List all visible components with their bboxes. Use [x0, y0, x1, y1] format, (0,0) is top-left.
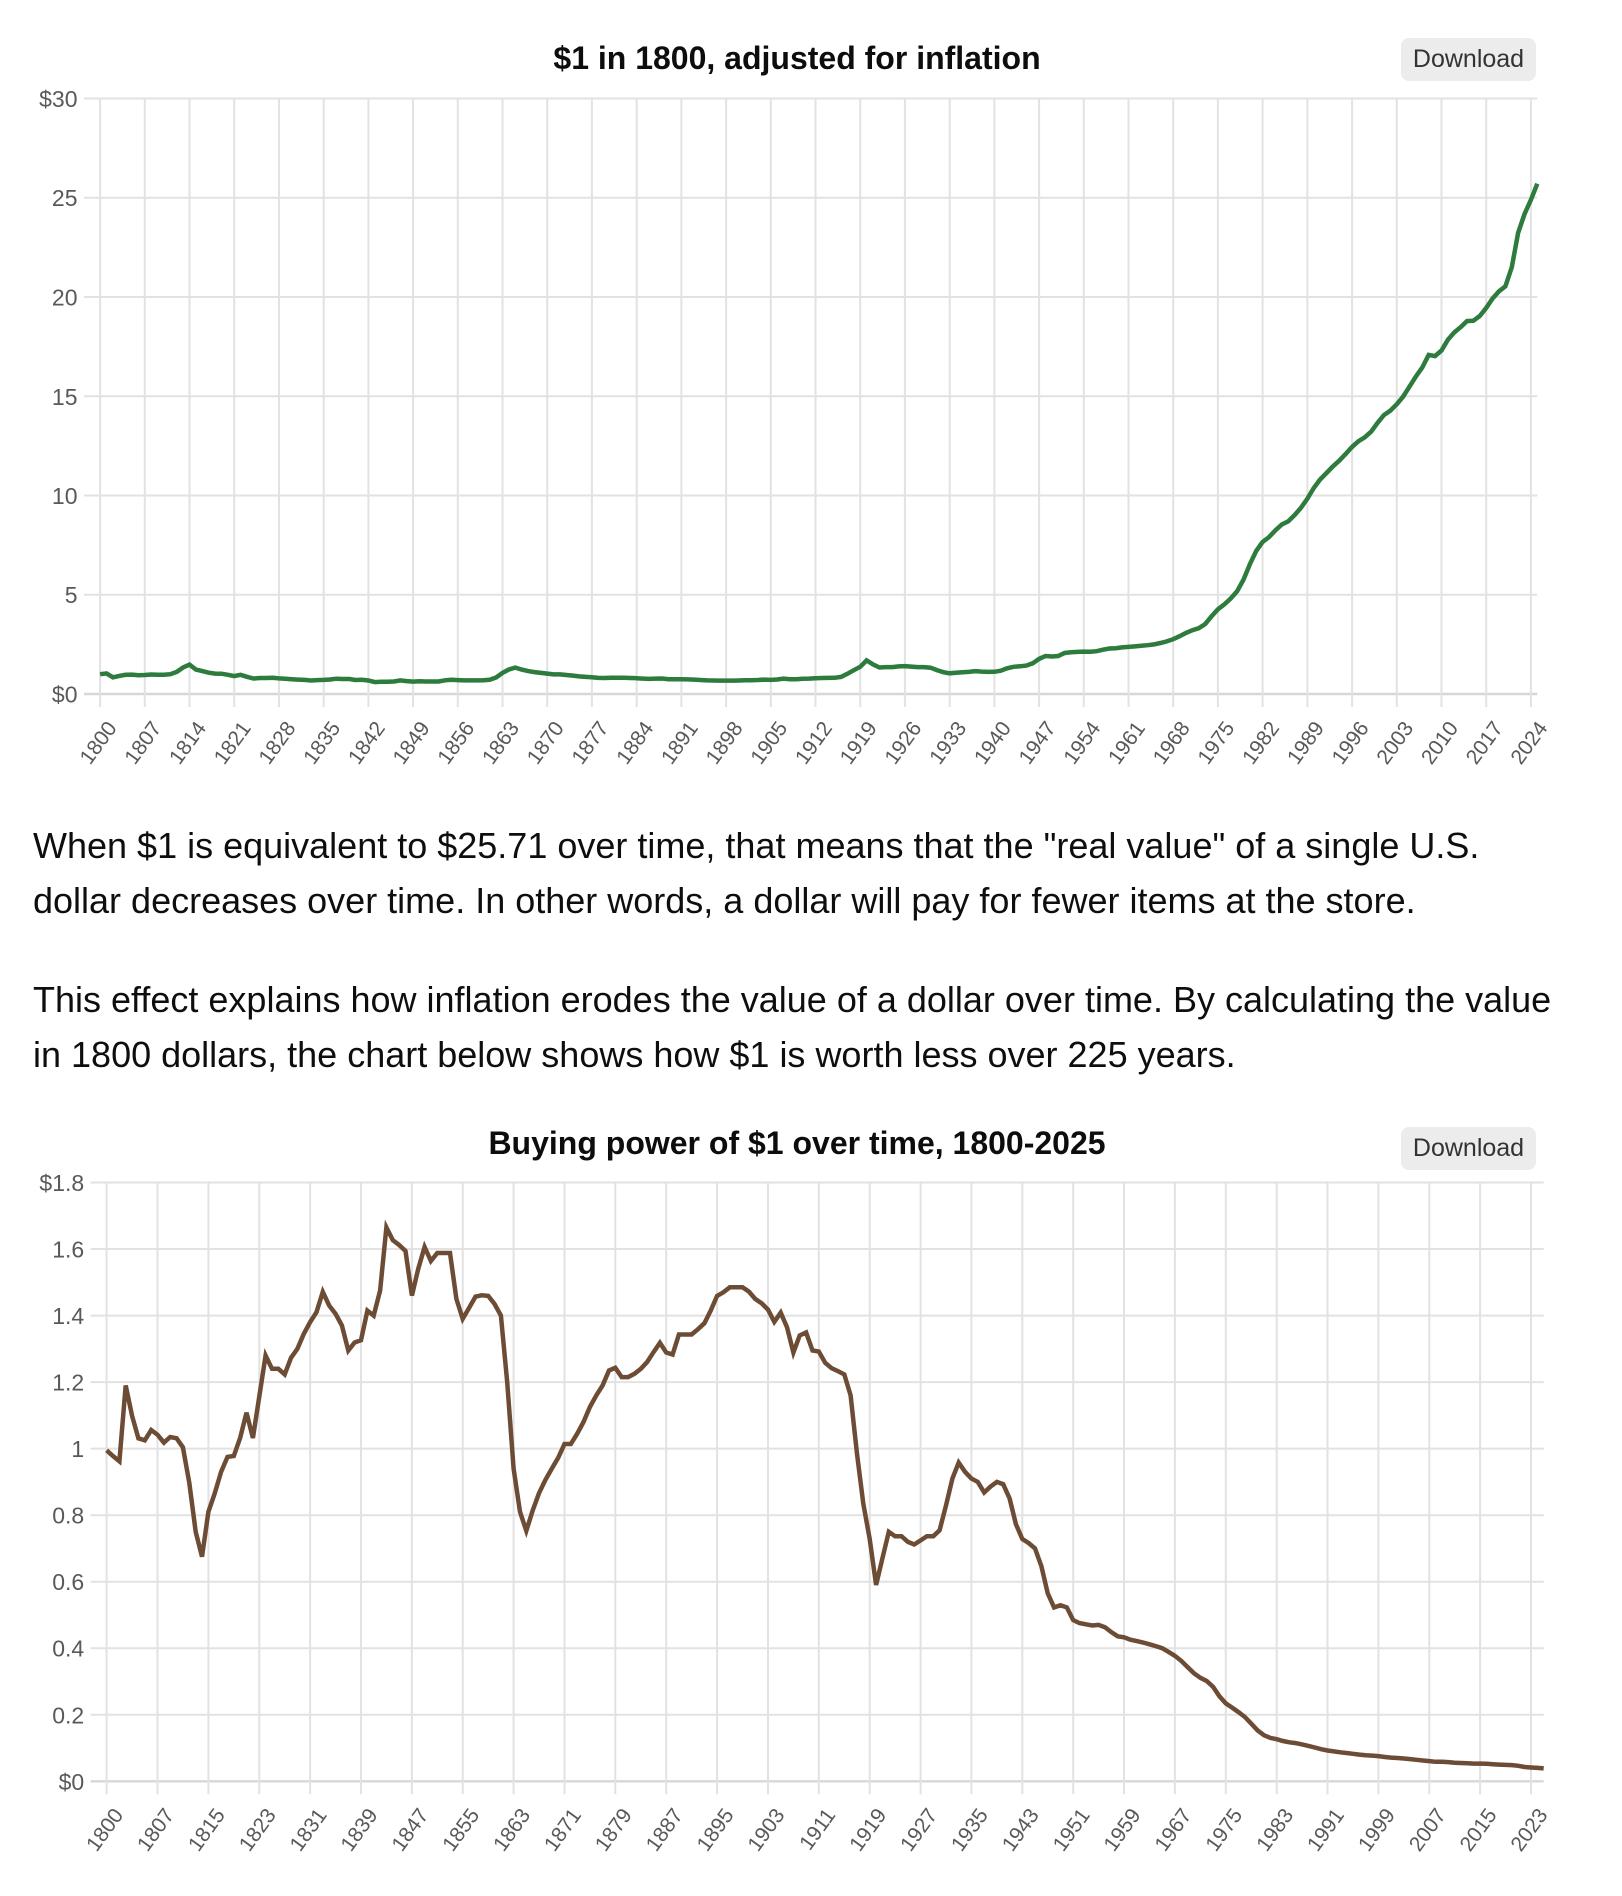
svg-text:2007: 2007	[1405, 1804, 1451, 1855]
svg-text:0.8: 0.8	[52, 1503, 84, 1529]
svg-text:1887: 1887	[642, 1804, 688, 1855]
svg-text:1947: 1947	[1015, 717, 1061, 768]
svg-text:0.4: 0.4	[52, 1636, 84, 1662]
svg-text:1983: 1983	[1252, 1804, 1298, 1855]
svg-text:1847: 1847	[387, 1804, 433, 1855]
svg-text:1961: 1961	[1104, 717, 1150, 768]
svg-text:1: 1	[71, 1436, 84, 1462]
svg-text:1800: 1800	[82, 1804, 128, 1855]
svg-text:25: 25	[52, 185, 78, 211]
svg-text:1959: 1959	[1099, 1804, 1145, 1855]
svg-text:1877: 1877	[567, 717, 613, 768]
svg-text:1968: 1968	[1149, 717, 1195, 768]
svg-text:1828: 1828	[254, 717, 300, 768]
svg-text:1807: 1807	[120, 717, 166, 768]
svg-text:2015: 2015	[1456, 1804, 1502, 1855]
svg-text:1835: 1835	[299, 717, 345, 768]
svg-text:2017: 2017	[1462, 717, 1508, 768]
svg-text:2010: 2010	[1417, 717, 1463, 768]
svg-text:5: 5	[65, 582, 78, 608]
svg-text:1.4: 1.4	[52, 1303, 84, 1329]
svg-text:1933: 1933	[925, 717, 971, 768]
svg-text:1951: 1951	[1049, 1804, 1095, 1855]
svg-text:1895: 1895	[693, 1804, 739, 1855]
svg-text:1823: 1823	[235, 1804, 281, 1855]
svg-text:$0: $0	[52, 682, 78, 708]
svg-text:1991: 1991	[1303, 1804, 1349, 1855]
svg-text:1989: 1989	[1283, 717, 1329, 768]
svg-text:1.6: 1.6	[52, 1237, 84, 1263]
svg-text:1975: 1975	[1201, 1804, 1247, 1855]
svg-text:20: 20	[52, 285, 78, 311]
svg-text:1975: 1975	[1193, 717, 1239, 768]
svg-text:0.6: 0.6	[52, 1569, 84, 1595]
svg-text:15: 15	[52, 384, 78, 410]
svg-text:1879: 1879	[591, 1804, 637, 1855]
svg-text:1905: 1905	[746, 717, 792, 768]
svg-text:1.2: 1.2	[52, 1370, 84, 1396]
svg-text:1800: 1800	[76, 717, 122, 768]
svg-text:1927: 1927	[896, 1804, 942, 1855]
svg-text:1903: 1903	[743, 1804, 789, 1855]
svg-text:2024: 2024	[1506, 717, 1552, 769]
svg-text:1891: 1891	[657, 717, 703, 768]
svg-text:1940: 1940	[970, 717, 1016, 768]
svg-text:1871: 1871	[540, 1804, 586, 1855]
svg-text:$0: $0	[59, 1769, 85, 1795]
svg-text:1999: 1999	[1354, 1804, 1400, 1855]
svg-text:1842: 1842	[344, 717, 390, 768]
svg-text:1856: 1856	[433, 717, 479, 768]
svg-text:1884: 1884	[612, 717, 658, 769]
svg-text:1982: 1982	[1238, 717, 1284, 768]
svg-text:$1.8: $1.8	[39, 1170, 84, 1196]
svg-text:1821: 1821	[210, 717, 256, 768]
svg-text:2003: 2003	[1372, 717, 1418, 768]
svg-text:1926: 1926	[880, 717, 926, 768]
svg-text:1954: 1954	[1059, 717, 1105, 769]
svg-text:1839: 1839	[336, 1804, 382, 1855]
svg-text:1943: 1943	[998, 1804, 1044, 1855]
svg-text:1831: 1831	[286, 1804, 332, 1855]
svg-text:1967: 1967	[1150, 1804, 1196, 1855]
svg-text:1912: 1912	[791, 717, 837, 768]
svg-text:1863: 1863	[489, 1804, 535, 1855]
svg-text:1863: 1863	[478, 717, 524, 768]
svg-text:1919: 1919	[845, 1804, 891, 1855]
svg-text:1911: 1911	[795, 1804, 840, 1854]
svg-text:1849: 1849	[389, 717, 435, 768]
svg-text:$30: $30	[39, 86, 77, 112]
svg-text:1855: 1855	[438, 1804, 484, 1855]
svg-text:1898: 1898	[702, 717, 748, 768]
svg-text:1814: 1814	[165, 717, 211, 769]
svg-text:0.2: 0.2	[52, 1702, 84, 1728]
svg-text:1935: 1935	[947, 1804, 993, 1855]
svg-text:1807: 1807	[133, 1804, 179, 1855]
svg-text:1919: 1919	[836, 717, 882, 768]
svg-text:1870: 1870	[523, 717, 569, 768]
svg-text:10: 10	[52, 483, 78, 509]
svg-text:2023: 2023	[1506, 1804, 1552, 1855]
svg-text:1996: 1996	[1328, 717, 1374, 768]
svg-text:1815: 1815	[184, 1804, 230, 1855]
